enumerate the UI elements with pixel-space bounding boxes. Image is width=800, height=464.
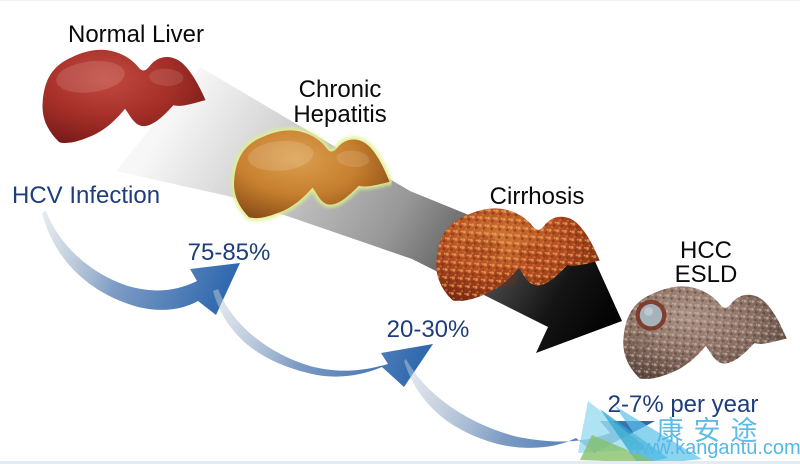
watermark-brand-text: 康安途 [656,416,768,446]
tumor-nodule-secondary [632,332,650,350]
stage-label-normal-liver: Normal Liver [67,21,205,48]
transition-rate-1: 75-85% [187,239,271,266]
normal-liver-illustration [42,49,206,143]
stage-label-hcc: HCC [680,237,732,264]
transition-arrow-3 [404,359,655,453]
transition-arrow-1 [42,211,240,315]
stage-label-cirrhosis: Cirrhosis [489,183,585,210]
hcv-infection-label: HCV Infection [12,182,161,209]
cirrhosis-liver-illustration [436,208,600,302]
cirrhosis-nodule-texture [436,208,600,302]
stage-label-esld: ESLD [674,261,738,288]
stage-label-hcc-esld: HCC ESLD [616,239,796,287]
stage-label-chronic-line1: Chronic [298,76,382,103]
stage-label-chronic-hepatitis: Chronic Hepatitis [250,77,430,127]
transition-rate-3: 2-7% per year [607,391,759,418]
chronic-hepatitis-liver-illustration [231,127,394,221]
transition-rate-2: 20-30% [386,316,470,343]
watermark-url-text: www.kangantu.com [627,437,800,459]
kangantu-logo-icon [578,401,702,464]
hcc-esld-liver-illustration [623,286,787,380]
stage-label-chronic-line2: Hepatitis [293,101,387,128]
